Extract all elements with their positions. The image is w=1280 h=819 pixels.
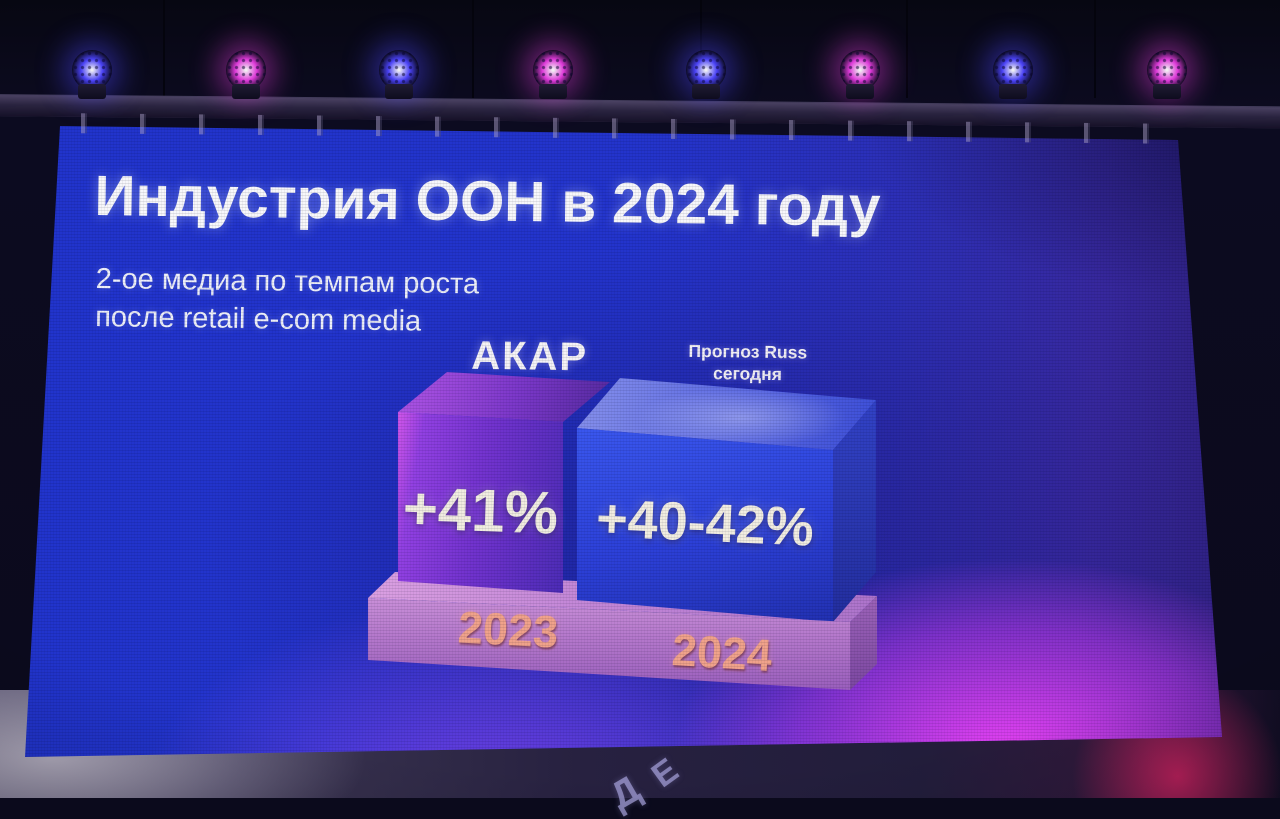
bar-2023-block	[398, 412, 563, 593]
light-fixture-body	[1152, 84, 1181, 99]
stage-light-magenta	[832, 42, 888, 99]
light-fixture-body	[385, 84, 413, 99]
stage-light-magenta	[218, 42, 274, 99]
light-lens	[225, 50, 266, 90]
stage-light-magenta	[1139, 42, 1195, 99]
bar-2023-value: +41%	[401, 474, 560, 547]
stage-light-blue	[371, 42, 427, 99]
bar-2024-block	[577, 428, 833, 622]
rig-cable	[906, 0, 908, 98]
light-lens	[839, 50, 880, 90]
light-lens	[72, 50, 112, 90]
rig-cable	[700, 0, 702, 98]
light-fixture-body	[78, 84, 106, 99]
light-fixture-body	[999, 84, 1027, 99]
light-fixture-body	[538, 84, 567, 99]
rig-cable	[472, 0, 474, 98]
light-fixture-body	[845, 84, 874, 99]
stage-front-letter: Д	[603, 768, 648, 819]
light-lens	[686, 50, 726, 90]
bar-2024-value: +40-42%	[594, 488, 816, 558]
stage-light-magenta	[525, 42, 581, 99]
light-fixture-body	[231, 84, 260, 99]
light-lens	[1146, 50, 1187, 90]
slide: Индустрия ООН в 2024 году 2-ое медиа по …	[25, 126, 1222, 757]
stage-light-blue	[678, 42, 734, 99]
led-screen: Индустрия ООН в 2024 году 2-ое медиа по …	[25, 126, 1222, 757]
stage-front-letter: Е	[644, 751, 686, 796]
rig-cable	[1094, 0, 1096, 98]
light-fixture-body	[692, 84, 720, 99]
rig-cable	[163, 0, 165, 98]
light-lens	[993, 50, 1033, 90]
light-lens	[379, 50, 419, 90]
growth-chart: +41% +40-42% 2023 2024	[25, 126, 1222, 757]
stage-light-blue	[64, 42, 120, 99]
stage-light-blue	[985, 42, 1041, 99]
year-2024-label: 2024	[670, 623, 774, 682]
lighting-rig	[0, 0, 1280, 150]
year-2023-label: 2023	[456, 601, 560, 658]
light-lens	[532, 50, 573, 90]
